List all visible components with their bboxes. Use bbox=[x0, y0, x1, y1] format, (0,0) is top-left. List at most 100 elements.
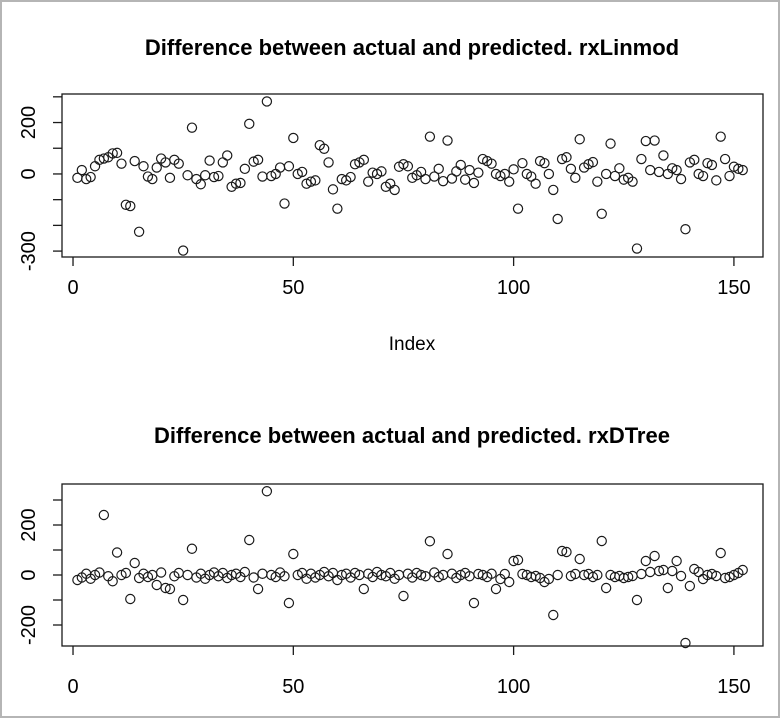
data-point bbox=[662, 582, 674, 594]
data-point bbox=[252, 583, 264, 595]
x-tick-label: 150 bbox=[717, 676, 750, 698]
data-point bbox=[129, 557, 140, 569]
data-point bbox=[310, 175, 321, 186]
data-point bbox=[653, 565, 665, 577]
data-point bbox=[508, 555, 519, 567]
data-point bbox=[98, 153, 110, 164]
data-point bbox=[499, 568, 511, 580]
plot-box bbox=[61, 93, 764, 258]
data-point bbox=[543, 168, 555, 180]
data-point bbox=[631, 594, 643, 606]
data-point bbox=[715, 547, 726, 559]
data-point bbox=[711, 175, 722, 186]
data-point bbox=[358, 583, 370, 595]
bottom-chart-title: Difference between actual and predicted.… bbox=[154, 423, 670, 448]
data-point bbox=[680, 224, 691, 235]
data-point bbox=[252, 154, 264, 166]
y-tick-label: -300 bbox=[18, 231, 40, 271]
data-point bbox=[680, 637, 691, 649]
data-point bbox=[279, 198, 290, 209]
data-point bbox=[645, 566, 656, 578]
data-point bbox=[600, 168, 612, 180]
data-point bbox=[733, 163, 744, 175]
y-tick-label: 200 bbox=[18, 508, 40, 541]
data-point bbox=[76, 164, 88, 176]
data-point bbox=[213, 170, 224, 182]
data-point bbox=[684, 580, 696, 592]
data-point bbox=[248, 572, 259, 583]
data-point bbox=[398, 590, 409, 602]
data-point bbox=[182, 569, 193, 581]
data-point bbox=[499, 168, 511, 180]
data-point bbox=[631, 243, 643, 254]
data-point bbox=[671, 555, 682, 567]
data-point bbox=[133, 226, 145, 238]
data-point bbox=[473, 167, 484, 178]
x-tick-label: 100 bbox=[497, 676, 530, 698]
data-point bbox=[455, 159, 466, 171]
x-tick-label: 50 bbox=[282, 277, 304, 299]
data-point bbox=[288, 132, 299, 144]
data-point bbox=[561, 152, 572, 163]
data-point bbox=[173, 158, 184, 169]
data-point bbox=[627, 176, 638, 187]
data-point bbox=[636, 153, 647, 165]
data-point bbox=[248, 156, 259, 167]
data-point bbox=[490, 583, 502, 595]
data-point bbox=[486, 568, 497, 579]
data-point bbox=[437, 175, 449, 187]
data-point bbox=[552, 213, 563, 225]
x-tick-label: 0 bbox=[67, 676, 78, 698]
data-point bbox=[199, 170, 211, 181]
data-point bbox=[274, 162, 286, 173]
data-point bbox=[706, 159, 718, 171]
data-point bbox=[645, 164, 656, 176]
data-point bbox=[649, 550, 660, 562]
data-point bbox=[257, 171, 268, 182]
data-point bbox=[622, 571, 634, 583]
data-point bbox=[235, 177, 246, 189]
data-point bbox=[508, 164, 519, 175]
data-point bbox=[222, 150, 233, 161]
data-point bbox=[261, 486, 273, 497]
data-point bbox=[468, 597, 480, 609]
data-point bbox=[186, 543, 198, 554]
data-point bbox=[120, 567, 132, 579]
data-point bbox=[724, 170, 735, 182]
data-point bbox=[296, 166, 308, 178]
data-point bbox=[111, 547, 123, 558]
data-point bbox=[376, 166, 387, 177]
data-point bbox=[283, 161, 295, 172]
data-point bbox=[177, 245, 189, 256]
data-point bbox=[596, 208, 607, 220]
data-point bbox=[530, 178, 541, 189]
data-point bbox=[327, 184, 339, 195]
data-point bbox=[164, 583, 176, 595]
data-point bbox=[424, 536, 436, 547]
data-point bbox=[468, 177, 480, 189]
data-point bbox=[667, 565, 678, 577]
top-chart: 0 50 100 150 200 0 -300 bbox=[18, 93, 764, 299]
data-point bbox=[358, 154, 370, 166]
data-point bbox=[239, 566, 251, 578]
data-point bbox=[244, 118, 255, 130]
data-point bbox=[120, 199, 132, 211]
data-point bbox=[556, 545, 568, 557]
x-tick-label: 100 bbox=[497, 277, 530, 299]
data-point bbox=[345, 171, 356, 183]
data-point bbox=[640, 555, 651, 567]
data-point bbox=[649, 135, 660, 146]
data-point bbox=[305, 176, 317, 187]
data-point bbox=[208, 171, 220, 183]
data-point bbox=[737, 164, 748, 176]
data-point bbox=[85, 171, 96, 183]
data-point bbox=[349, 158, 361, 170]
data-point bbox=[543, 573, 555, 585]
x-tick-label: 0 bbox=[67, 277, 78, 299]
data-point bbox=[261, 96, 273, 107]
data-point bbox=[504, 176, 515, 187]
data-point bbox=[667, 163, 678, 174]
data-point bbox=[239, 163, 251, 175]
data-point bbox=[415, 569, 427, 581]
